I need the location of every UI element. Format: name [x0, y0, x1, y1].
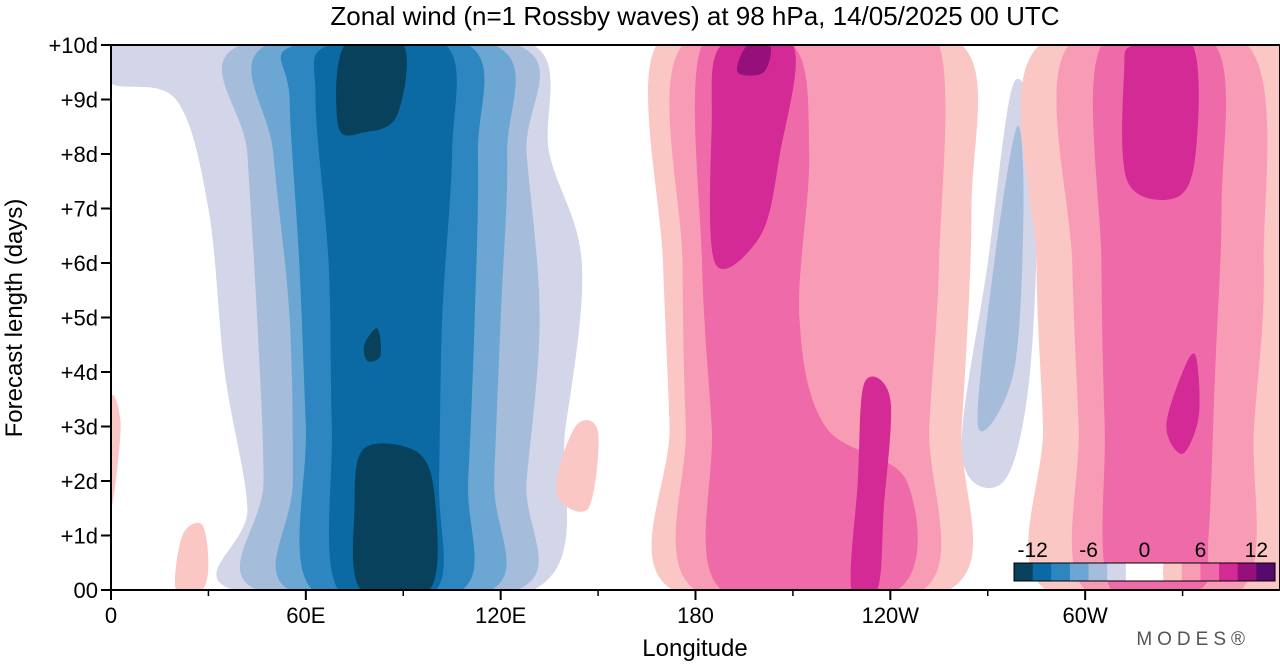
y-tick-label: +4d: [61, 360, 98, 385]
y-axis-label: Forecast length (days): [1, 199, 28, 438]
colorbar-swatch: [1032, 563, 1052, 581]
colorbar: -12 -6 0 6 12: [1013, 539, 1276, 582]
modes-logo: MODES®: [1136, 629, 1250, 650]
contour-westerly-core-atlantic: [1122, 45, 1199, 200]
colorbar-tick-label: 12: [1245, 539, 1268, 562]
x-axis: 0 60E 120E 180 120W 60W: [105, 590, 1184, 628]
y-tick-label: +10d: [48, 33, 98, 58]
contour-easterly-core-lower: [352, 443, 438, 590]
x-tick-label: 120W: [862, 603, 920, 628]
colorbar-swatch: [1256, 563, 1276, 581]
contour-weak-easterly-east-pacific: [977, 125, 1024, 432]
contour-easterly-core-mid: [363, 328, 382, 362]
y-tick-label: +7d: [61, 197, 98, 222]
y-tick-label: +1d: [61, 524, 98, 549]
y-tick-label: +2d: [61, 469, 98, 494]
colorbar-tick-label: 0: [1139, 539, 1151, 562]
contour-weak-westerly-speck: [111, 395, 121, 509]
y-tick-label: +9d: [61, 88, 98, 113]
colorbar-swatch: [1107, 563, 1127, 581]
contour-easterly-band-indian-ocean: [313, 45, 457, 590]
x-axis-label: Longitude: [642, 635, 747, 662]
x-tick-label: 60W: [1063, 603, 1108, 628]
colorbar-tick-label: -12: [1017, 539, 1047, 562]
y-tick-label: +6d: [61, 251, 98, 276]
x-tick-label: 0: [105, 603, 117, 628]
y-tick-label: +3d: [61, 415, 98, 440]
contour-westerly-band-atlantic: [1092, 45, 1227, 590]
colorbar-swatch: [1051, 563, 1071, 581]
colorbar-swatch: [1200, 563, 1220, 581]
colorbar-frame: [1013, 562, 1276, 582]
contour-westerly-core-atlantic-mid: [1166, 353, 1200, 454]
contour-weak-westerly-speck: [174, 522, 209, 590]
colorbar-swatch: [1219, 563, 1239, 581]
colorbar-swatch: [1014, 563, 1034, 581]
contour-westerly-core-lower: [850, 376, 892, 590]
colorbar-swatch: [1069, 563, 1090, 581]
y-tick-label: 00: [74, 578, 98, 603]
colorbar-swatch: [1125, 563, 1145, 581]
x-tick-label: 60E: [286, 603, 325, 628]
colorbar-swatch: [1088, 563, 1108, 581]
contour-westerly-core-lower-right: [737, 45, 772, 76]
chart-title: Zonal wind (n=1 Rossby waves) at 98 hPa,…: [330, 1, 1059, 31]
plot-area: [110, 44, 1280, 591]
colorbar-swatch: [1163, 563, 1183, 581]
y-axis: 00 +1d +2d +3d +4d +5d +6d +7d +8d +9d +10d: [48, 33, 111, 603]
colorbar-swatch: [1144, 563, 1164, 581]
colorbar-tick-label: 6: [1195, 539, 1207, 562]
colorbar-swatch: [1181, 563, 1201, 581]
colorbar-tick-label: -6: [1079, 539, 1098, 562]
y-tick-label: +5d: [61, 306, 98, 331]
contour-westerly-core-upper: [709, 45, 796, 269]
contour-weak-westerly-speck: [555, 420, 599, 512]
colorbar-swatch: [1237, 563, 1257, 581]
x-tick-label: 180: [677, 603, 714, 628]
y-tick-label: +8d: [61, 142, 98, 167]
contour-easterly-core-upper: [336, 45, 407, 136]
x-tick-label: 120E: [475, 603, 526, 628]
